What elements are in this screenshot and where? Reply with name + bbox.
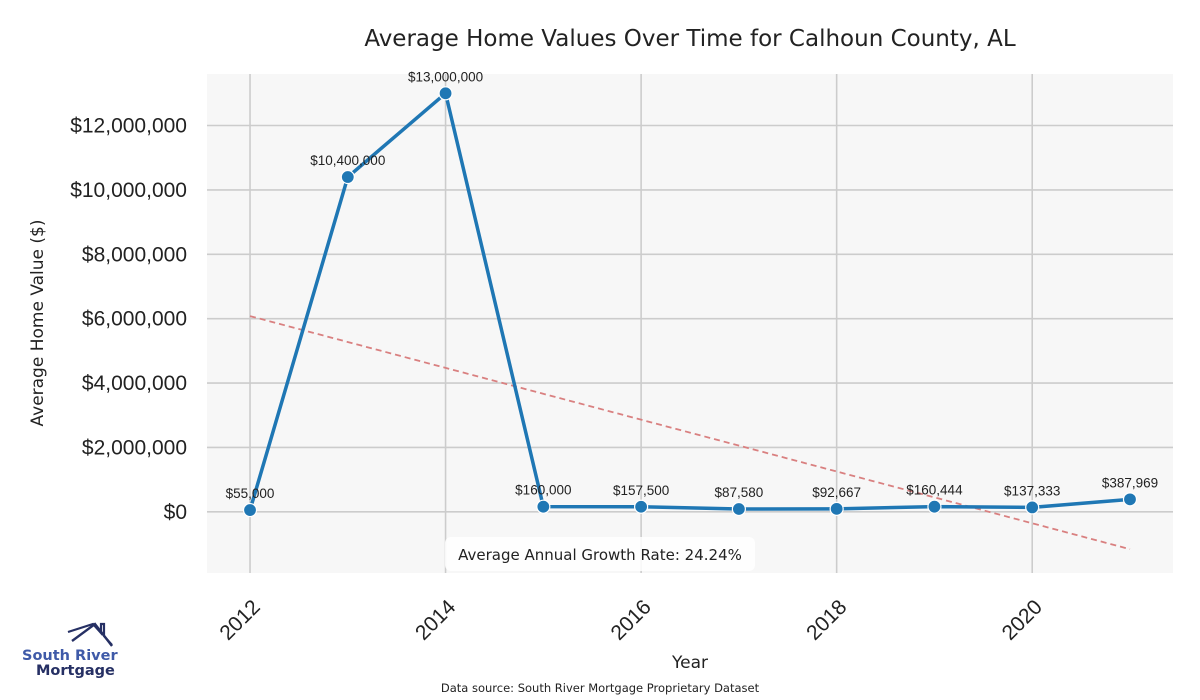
growth-rate-annotation: Average Annual Growth Rate: 24.24% <box>445 537 755 571</box>
logo-line1: South River <box>22 648 118 664</box>
series-group <box>242 86 1138 518</box>
data-point <box>634 499 649 514</box>
data-point <box>340 169 355 185</box>
data-point <box>438 86 453 101</box>
data-point <box>731 501 746 517</box>
data-source-note: Data source: South River Mortgage Propri… <box>441 681 760 695</box>
data-label: $160,444 <box>906 483 963 498</box>
house-outline-icon <box>71 622 113 647</box>
series-line <box>248 91 1131 511</box>
grid <box>207 74 1173 573</box>
data-label: $137,333 <box>1004 483 1060 498</box>
x-tick-label: 2014 <box>411 595 461 645</box>
data-label: $13,000,000 <box>408 69 483 84</box>
logo-line2: Mortgage <box>36 663 115 679</box>
y-tick-label: $8,000,000 <box>82 243 187 266</box>
data-point <box>1025 500 1040 515</box>
data-label: $387,969 <box>1102 475 1158 490</box>
y-tick-label: $2,000,000 <box>82 436 187 459</box>
data-point <box>1122 492 1138 507</box>
y-axis-label: Average Home Value ($) <box>28 220 48 427</box>
data-label: $92,667 <box>812 485 861 500</box>
x-tick-label: 2012 <box>215 595 264 644</box>
y-axis-ticks: $0 $2,000,000 $4,000,000 $6,000,000 $8,000,0… <box>70 115 187 524</box>
data-label: $87,580 <box>714 485 763 500</box>
x-axis-label: Year <box>671 653 708 673</box>
x-axis-ticks: 2012 2014 2016 2018 2020 <box>215 595 1046 645</box>
x-tick-label: 2016 <box>607 595 656 644</box>
data-point <box>536 499 551 514</box>
y-tick-label: $4,000,000 <box>82 372 187 395</box>
plot-area <box>207 74 1173 573</box>
south-river-mortgage-logo: South River Mortgage <box>22 622 118 679</box>
annotation-text: Average Annual Growth Rate: 24.24% <box>458 546 742 564</box>
data-label: $160,000 <box>515 483 571 498</box>
annotation-box <box>445 537 755 571</box>
data-label: $10,400,000 <box>310 153 385 168</box>
y-tick-label: $12,000,000 <box>70 115 187 138</box>
y-tick-label: $6,000,000 <box>82 308 187 331</box>
data-point <box>242 502 258 518</box>
y-tick-label: $10,000,000 <box>70 179 187 202</box>
y-tick-label: $0 <box>164 501 187 524</box>
x-tick-label: 2020 <box>998 595 1047 644</box>
chart-title: Average Home Values Over Time for Calhou… <box>364 26 1016 52</box>
trendline <box>249 315 1131 551</box>
data-labels: $55,000 $10,400,000 $13,000,000 $160,000 $15… <box>226 69 1159 501</box>
trendline-group <box>249 315 1131 551</box>
data-label: $55,000 <box>226 486 275 501</box>
data-label: $157,500 <box>613 483 669 498</box>
x-tick-label: 2018 <box>802 595 851 644</box>
data-point <box>927 499 942 514</box>
data-point <box>829 501 844 516</box>
